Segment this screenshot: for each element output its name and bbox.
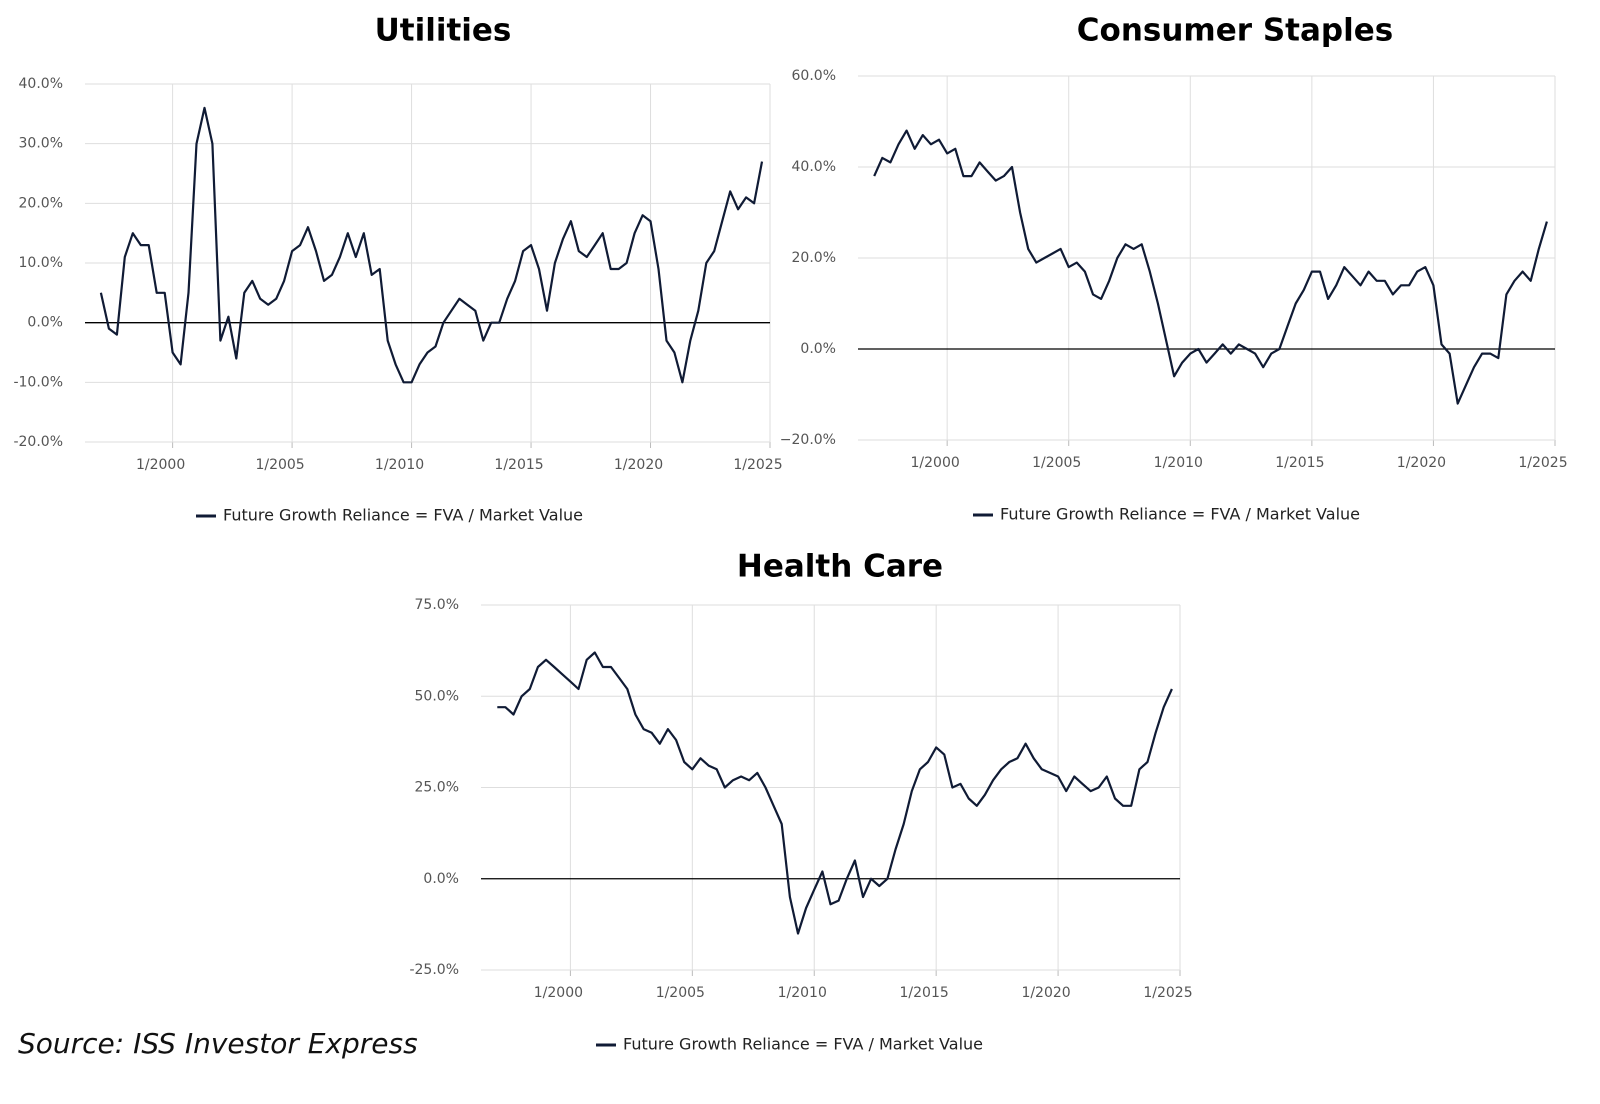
chart-title: Health Care: [737, 549, 943, 585]
y-tick-label: 0.0%: [423, 871, 459, 887]
x-tick-label: 1/2020: [1021, 985, 1070, 1001]
chart-title: Utilities: [375, 13, 512, 49]
y-tick-label: −20.0%: [780, 432, 836, 448]
x-tick-label: 1/2015: [494, 457, 543, 473]
data-line: [873, 129, 1548, 405]
y-tick-label: 25.0%: [415, 780, 459, 796]
y-tick-label: 40.0%: [792, 159, 836, 175]
y-tick-label: 0.0%: [800, 341, 836, 357]
x-tick-label: 1/2025: [1143, 985, 1192, 1001]
x-tick-label: 1/2015: [1275, 455, 1324, 471]
x-tick-label: 1/2005: [1032, 455, 1081, 471]
data-line: [497, 651, 1173, 935]
source-note: Source: ISS Investor Express: [18, 1027, 418, 1060]
x-tick-label: 1/2000: [911, 455, 960, 471]
x-tick-label: 1/2020: [614, 457, 663, 473]
legend-label: Future Growth Reliance = FVA / Market Va…: [223, 506, 583, 525]
legend-label: Future Growth Reliance = FVA / Market Va…: [1000, 505, 1360, 524]
y-tick-label: 40.0%: [19, 76, 63, 92]
y-tick-label: 10.0%: [19, 255, 63, 271]
x-tick-label: 1/2025: [1518, 455, 1567, 471]
x-tick-label: 1/2010: [778, 985, 827, 1001]
x-tick-label: 1/2005: [656, 985, 705, 1001]
y-tick-label: 60.0%: [792, 68, 836, 84]
y-tick-label: 0.0%: [27, 315, 63, 331]
y-tick-label: -20.0%: [13, 434, 63, 450]
legend-label: Future Growth Reliance = FVA / Market Va…: [623, 1035, 983, 1054]
y-tick-label: 20.0%: [792, 250, 836, 266]
chart-title: Consumer Staples: [1077, 13, 1393, 49]
x-tick-label: 1/2000: [534, 985, 583, 1001]
x-tick-label: 1/2015: [900, 985, 949, 1001]
y-tick-label: 20.0%: [19, 195, 63, 211]
x-tick-label: 1/2010: [1154, 455, 1203, 471]
x-tick-label: 1/2025: [733, 457, 782, 473]
y-tick-label: -10.0%: [13, 374, 63, 390]
y-tick-label: -25.0%: [409, 962, 459, 978]
x-tick-label: 1/2010: [375, 457, 424, 473]
y-tick-label: 75.0%: [415, 597, 459, 613]
x-tick-label: 1/2000: [136, 457, 185, 473]
y-tick-label: 50.0%: [415, 688, 459, 704]
x-tick-label: 1/2005: [255, 457, 304, 473]
y-tick-label: 30.0%: [19, 136, 63, 152]
x-tick-label: 1/2020: [1397, 455, 1446, 471]
data-line: [99, 106, 764, 384]
